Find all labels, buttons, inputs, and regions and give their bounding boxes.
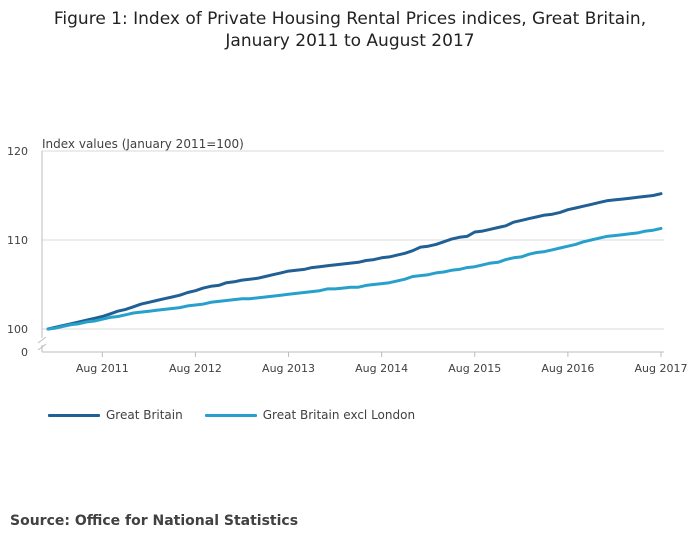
- y-tick-label: 120: [7, 145, 28, 158]
- x-tick-label: Aug 2012: [169, 362, 222, 375]
- series-line-great-britain: [46, 192, 663, 331]
- legend-swatch-great-britain: [48, 413, 100, 417]
- legend-swatch-gb-excl-london: [204, 413, 257, 417]
- chart-title-line1: Figure 1: Index of Private Housing Renta…: [53, 9, 647, 29]
- legend-item-gb-excl-london[interactable]: Great Britain excl London: [204, 408, 416, 422]
- y-axis-break: [37, 336, 47, 344]
- legend-label-great-britain: Great Britain: [106, 408, 183, 422]
- chart-legend: Great Britain Great Britain excl London: [48, 408, 437, 422]
- y-axis-label: Index values (January 2011=100): [42, 137, 244, 151]
- legend-item-great-britain[interactable]: Great Britain: [48, 408, 183, 422]
- y-axis-break: [37, 343, 47, 351]
- chart-title: Figure 1: Index of Private Housing Renta…: [0, 8, 700, 52]
- source-note: Source: Office for National Statistics: [10, 513, 299, 529]
- y-tick-label: 100: [7, 323, 28, 336]
- x-tick-label: Aug 2014: [355, 362, 408, 375]
- x-tick-label: Aug 2011: [76, 362, 129, 375]
- x-tick-label: Aug 2015: [448, 362, 501, 375]
- x-tick-label: Aug 2017: [635, 362, 688, 375]
- chart-title-line2: January 2011 to August 2017: [225, 31, 475, 51]
- y-break-label: 0: [21, 346, 28, 359]
- y-tick-label: 110: [7, 234, 28, 247]
- legend-label-gb-excl-london: Great Britain excl London: [262, 408, 416, 422]
- series-line-gb-excl-london: [46, 226, 663, 331]
- x-tick-label: Aug 2013: [262, 362, 315, 375]
- x-tick-label: Aug 2016: [541, 362, 594, 375]
